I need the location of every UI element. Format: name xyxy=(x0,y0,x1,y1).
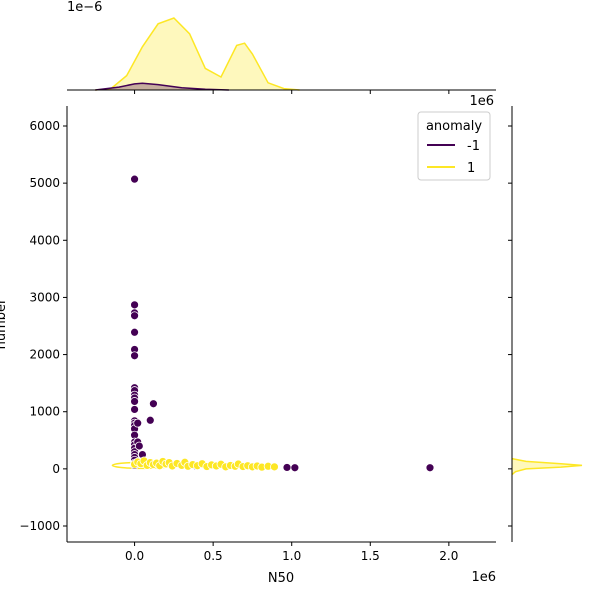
y-tick-label: 0 xyxy=(52,462,60,476)
x-tick-label: 1.0 xyxy=(282,549,301,563)
marginal-y-area-normal xyxy=(512,458,582,475)
data-point-anomaly xyxy=(130,311,139,321)
y-tick-label: 1000 xyxy=(29,405,60,419)
marginal-x-panel: 1e−6 xyxy=(67,0,496,94)
data-point-normal xyxy=(270,462,279,472)
marginal-x-curve-anomaly xyxy=(95,82,229,91)
marginal-x-area-anomaly xyxy=(95,83,229,90)
marginal-x-offset-text: 1e−6 xyxy=(67,0,102,15)
data-point-anomaly xyxy=(425,463,435,473)
legend-title: anomaly xyxy=(426,119,482,134)
data-point-anomaly xyxy=(290,463,300,473)
y-tick-label: 3000 xyxy=(29,290,60,304)
marginal-y-panel xyxy=(508,106,583,542)
data-point-anomaly xyxy=(130,397,139,406)
x-axis-label: N50 xyxy=(268,571,294,586)
data-point-anomaly xyxy=(133,418,143,428)
y-tick-label: 6000 xyxy=(29,119,60,133)
data-point-anomaly xyxy=(149,399,158,409)
x-offset-text: 1e6 xyxy=(471,570,496,585)
x-tick-label: 0.5 xyxy=(204,549,223,563)
legend-label: 1 xyxy=(467,161,475,176)
top-right-offset-text: 1e6 xyxy=(469,94,494,109)
marginal-x-curve-normal xyxy=(95,17,300,91)
y-tick-label: 5000 xyxy=(29,176,60,190)
y-axis-label: number xyxy=(0,298,9,349)
marginal-y-curve-normal xyxy=(511,457,583,476)
data-point-anomaly xyxy=(130,327,139,337)
legend-label: -1 xyxy=(467,139,480,154)
x-tick-label: 0.0 xyxy=(125,549,144,563)
legend: anomaly -1 1 xyxy=(417,111,491,181)
main-plot: 0.0 0.5 1.0 1.5 2.0 −1000 0 1000 2000 3000 4000 50… xyxy=(0,94,496,586)
data-point-anomaly xyxy=(130,174,139,184)
data-point-anomaly xyxy=(282,463,292,472)
x-tick-label: 1.5 xyxy=(361,549,380,563)
y-tick-label: 2000 xyxy=(29,348,60,362)
data-point-anomaly xyxy=(130,351,139,361)
data-point-anomaly xyxy=(145,415,155,425)
data-point-anomaly xyxy=(130,300,139,310)
y-tick-label: −1000 xyxy=(19,519,60,533)
data-point-anomaly xyxy=(130,405,139,414)
marginal-x-area-normal xyxy=(95,18,300,90)
x-tick-label: 2.0 xyxy=(439,549,458,563)
y-tick-label: 4000 xyxy=(29,233,60,247)
data-point-anomaly xyxy=(134,441,144,451)
